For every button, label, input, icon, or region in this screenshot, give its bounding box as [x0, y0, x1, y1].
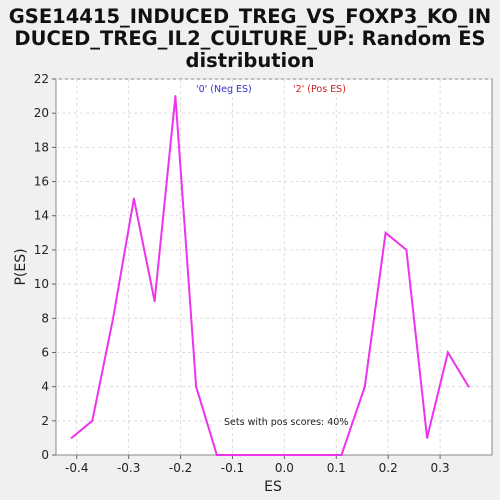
data-point [257, 454, 260, 456]
chart-title-line-2: DUCED_TREG_IL2_CULTURE_UP: Random ES [14, 27, 485, 50]
data-point [363, 385, 366, 388]
data-point [298, 454, 301, 456]
data-point [91, 419, 94, 422]
y-tick-label: 16 [34, 175, 49, 189]
y-tick-label: 4 [41, 380, 49, 394]
data-point [174, 95, 177, 98]
data-point [405, 248, 408, 251]
legend-neg-es: '0' (Neg ES) [196, 84, 252, 95]
grid-lines [56, 78, 492, 455]
pos-scores-annotation: Sets with pos scores: 40% [224, 417, 348, 428]
y-tick-label: 6 [41, 345, 49, 359]
x-tick-label: -0.4 [65, 461, 88, 475]
series-layer [70, 95, 470, 456]
data-point [132, 197, 135, 200]
data-point [236, 454, 239, 456]
data-point [195, 385, 198, 388]
x-axis-label: ES [264, 479, 282, 495]
x-tick-label: 0.3 [431, 461, 450, 475]
y-tick-label: 14 [34, 209, 49, 223]
data-point [112, 317, 115, 320]
y-tick-label: 22 [34, 72, 49, 86]
data-point [153, 300, 156, 303]
y-tick-label: 12 [34, 243, 49, 257]
x-tick-label: -0.3 [117, 461, 140, 475]
axes: 0 2 4 6 8 10 12 14 16 18 20 22 -0.4 -0.3 -0.2 -0.1 0.0 0.… [34, 72, 450, 475]
y-axis-label: P(ES) [13, 248, 29, 285]
chart-title-line-3: distribution [186, 49, 315, 72]
legend-pos-es: '2' (Pos ES) [293, 84, 346, 95]
data-point [70, 436, 73, 439]
x-tick-label: -0.2 [169, 461, 192, 475]
series-line [70, 95, 470, 456]
data-point [278, 454, 281, 456]
y-tick-label: 20 [34, 106, 49, 120]
chart-title-line-1: GSE14415_INDUCED_TREG_VS_FOXP3_KO_IN [9, 5, 491, 28]
data-point [215, 454, 218, 456]
y-tick-label: 2 [41, 414, 49, 428]
data-point [467, 385, 470, 388]
y-tick-label: 10 [34, 277, 49, 291]
data-point [319, 454, 322, 456]
data-point [384, 231, 387, 234]
x-tick-label: 0.1 [327, 461, 346, 475]
data-point [446, 351, 449, 354]
x-tick-label: 0.2 [379, 461, 398, 475]
y-tick-label: 0 [41, 448, 49, 462]
x-tick-label: 0.0 [275, 461, 294, 475]
data-point [340, 454, 343, 456]
data-point [426, 436, 429, 439]
y-tick-label: 18 [34, 140, 49, 154]
y-tick-label: 8 [41, 311, 49, 325]
x-tick-label: -0.1 [221, 461, 244, 475]
